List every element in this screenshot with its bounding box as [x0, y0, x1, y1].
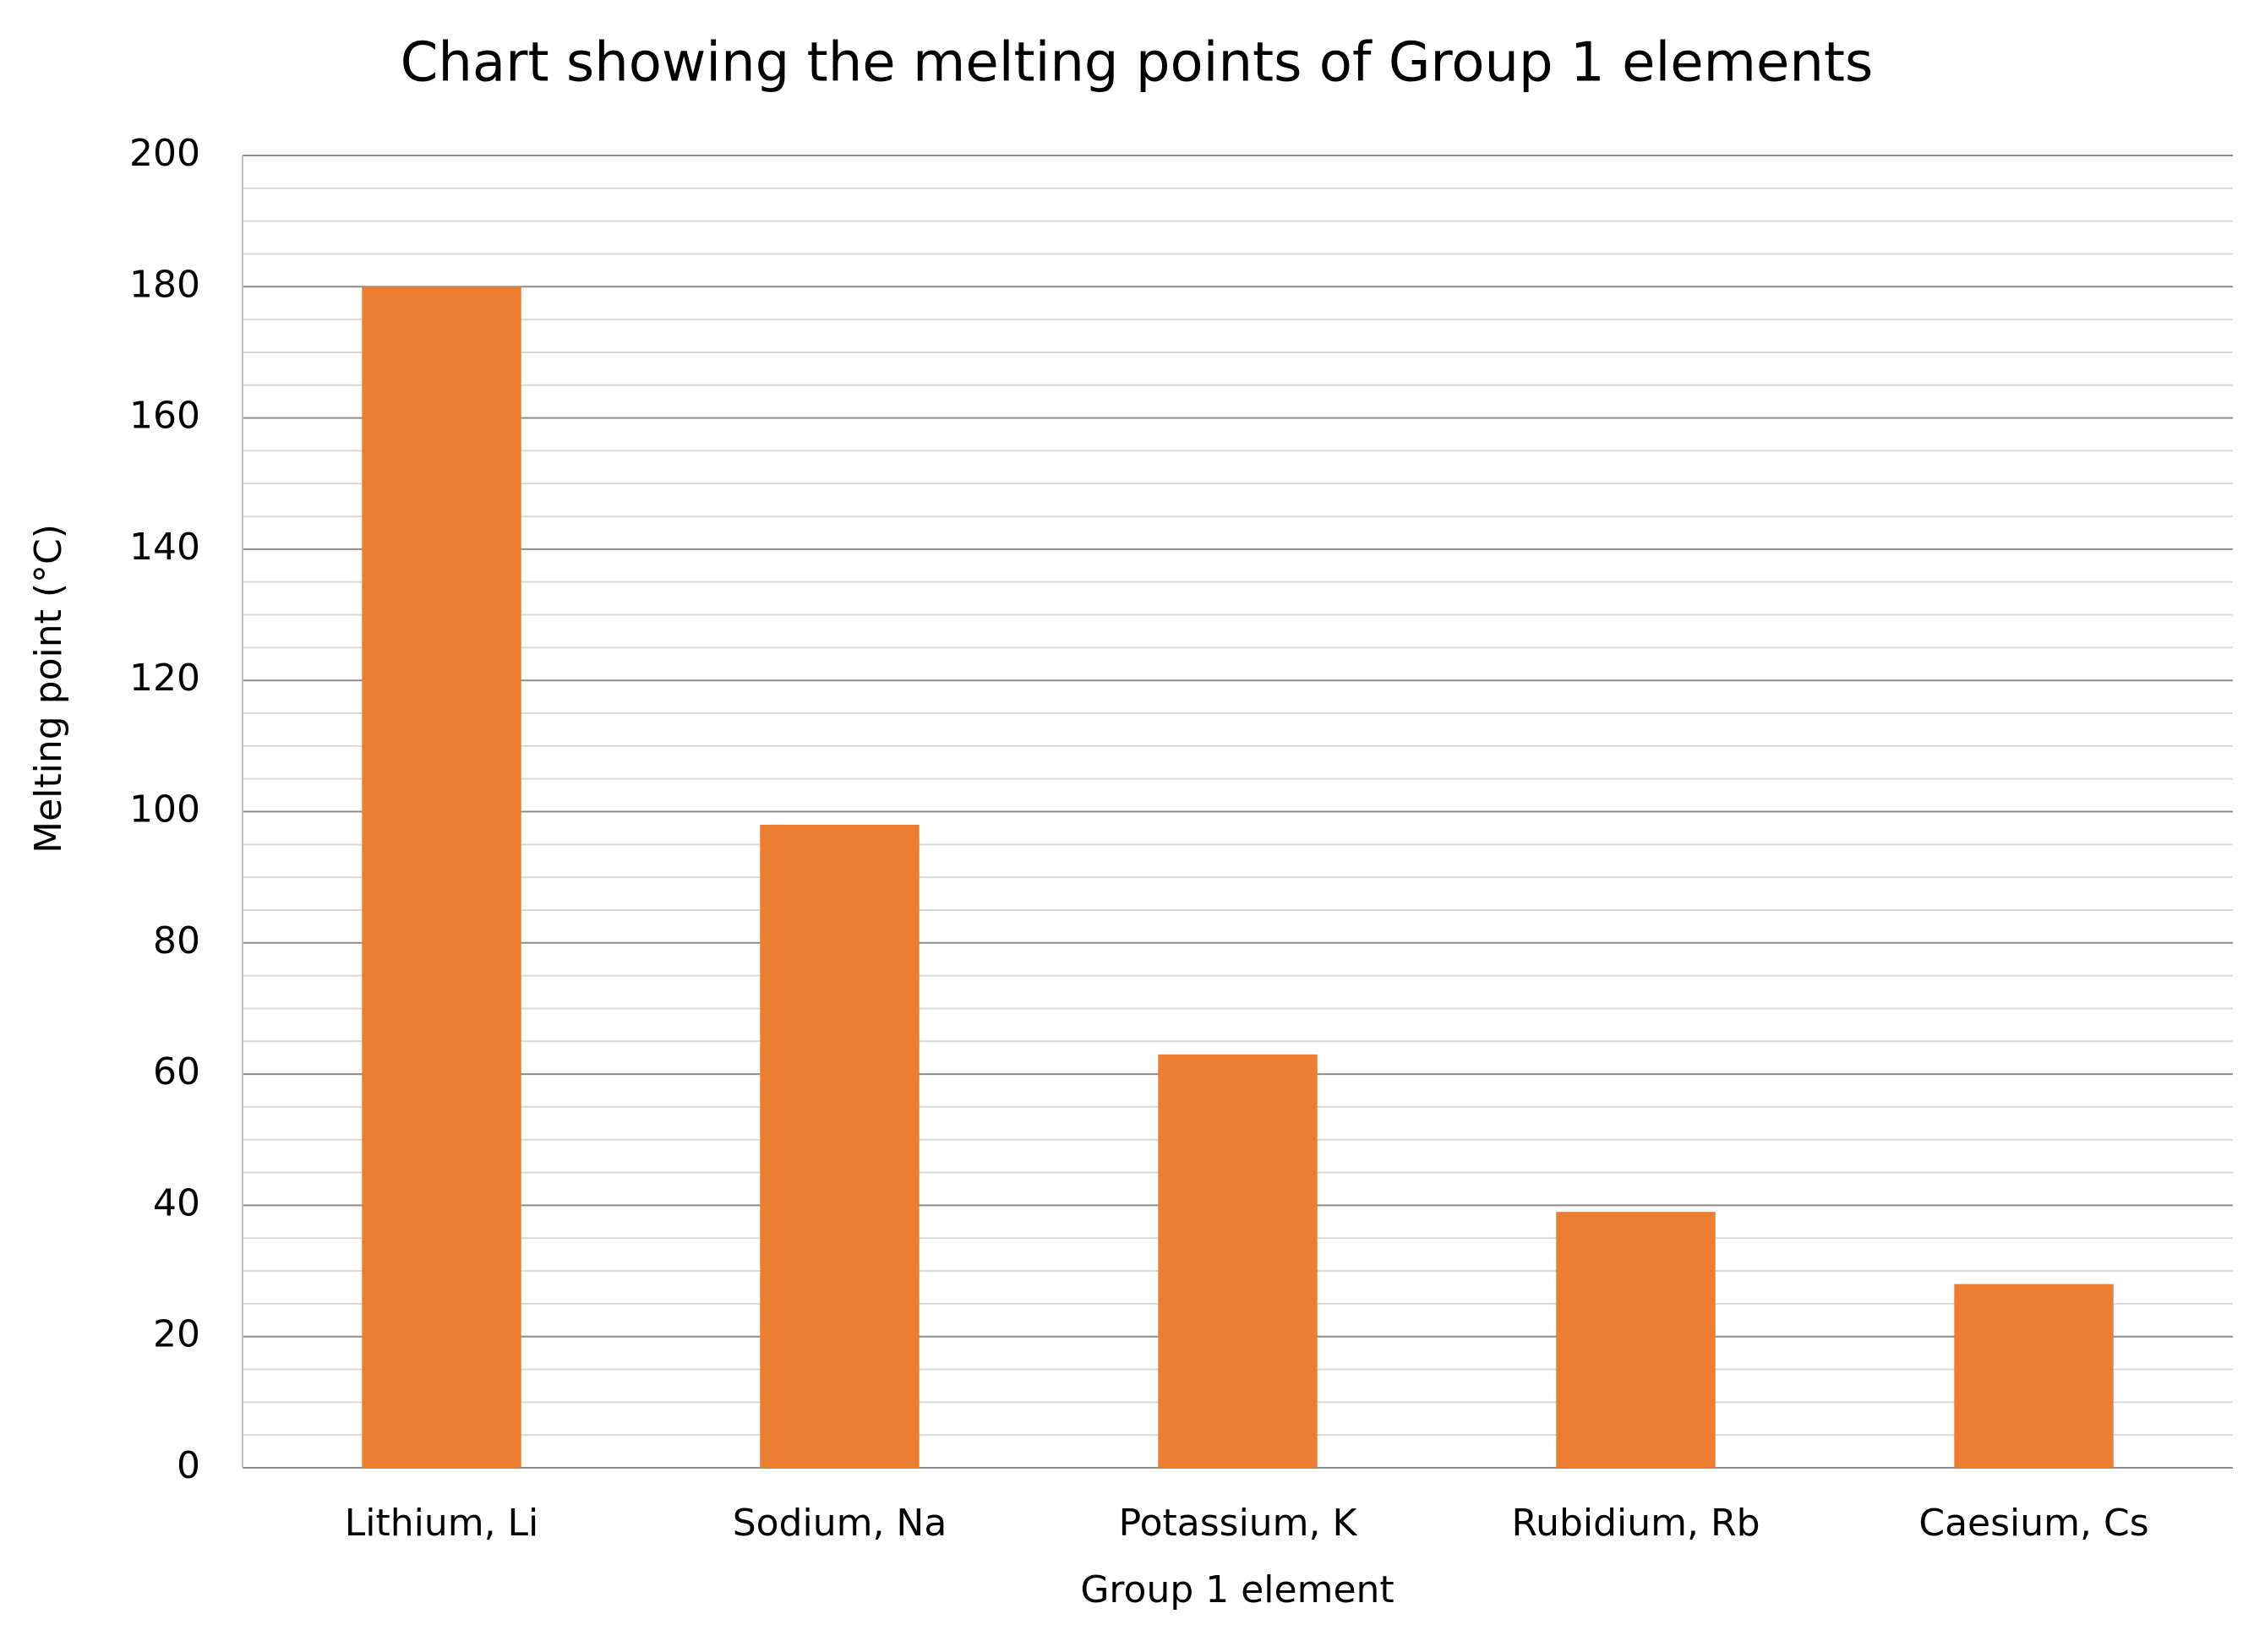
y-tick-label: 160: [129, 395, 200, 438]
bar: [1954, 1284, 2114, 1468]
bar: [362, 286, 521, 1468]
y-tick-label: 120: [129, 657, 200, 700]
bar: [760, 825, 920, 1468]
x-tick-label: Potassium, K: [1119, 1502, 1358, 1545]
chart-title: Chart showing the melting points of Grou…: [401, 32, 1874, 95]
x-tick-label: Caesium, Cs: [1918, 1502, 2148, 1545]
y-tick-label: 100: [129, 788, 200, 831]
y-tick-label: 60: [153, 1050, 200, 1093]
bar: [1556, 1212, 1716, 1468]
y-tick-label: 140: [129, 526, 200, 569]
y-tick-label: 0: [177, 1444, 200, 1487]
y-tick-label: 180: [129, 263, 200, 306]
x-tick-label: Lithium, Li: [345, 1502, 539, 1545]
y-tick-label: 20: [153, 1313, 200, 1356]
y-tick-label: 200: [129, 132, 200, 175]
x-tick-label: Rubidium, Rb: [1511, 1502, 1760, 1545]
y-tick-label: 40: [153, 1181, 200, 1224]
y-axis-title: Melting point (°C): [27, 524, 70, 853]
x-axis-title: Group 1 element: [1080, 1568, 1394, 1611]
x-tick-label: Sodium, Na: [733, 1502, 947, 1545]
bar: [1158, 1054, 1318, 1468]
y-tick-label: 80: [153, 919, 200, 962]
